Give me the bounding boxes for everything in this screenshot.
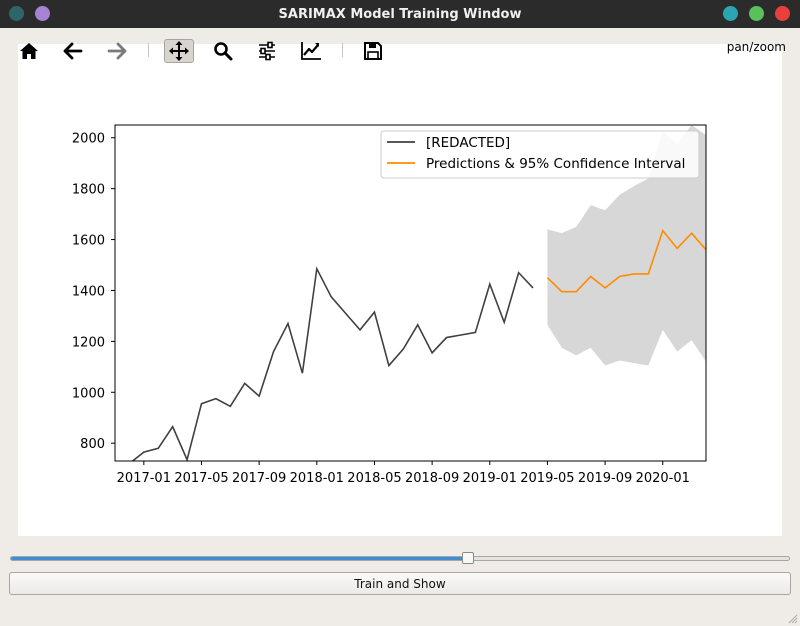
x-tick-label: 2018-05 [347,471,401,486]
y-tick-label: 1800 [72,183,105,198]
x-tick-label: 2019-01 [463,471,517,486]
training-slider-track[interactable] [10,556,790,561]
y-tick-label: 1400 [72,284,105,299]
subplots-button[interactable] [252,39,282,63]
x-tick-label: 2018-01 [290,471,344,486]
x-tick-label: 2017-01 [117,471,171,486]
toolbar-separator [148,43,149,57]
edit-axis-icon [301,42,321,60]
x-tick-label: 2017-05 [174,471,228,486]
legend-label: [REDACTED] [426,135,510,151]
y-tick-label: 2000 [72,132,105,147]
forward-button[interactable] [102,39,132,63]
window-button-green[interactable] [749,6,764,21]
back-button[interactable] [58,39,88,63]
x-tick-label: 2018-09 [405,471,459,486]
legend-label: Predictions & 95% Confidence Interval [426,156,685,172]
y-tick-label: 800 [80,437,105,452]
y-tick-label: 1600 [72,234,105,249]
sarimax-chart[interactable]: 2017-01 2017-05 2017-09 2018-01 2018-05 2018-… [18,44,782,536]
y-tick-label: 1000 [72,386,105,401]
back-arrow-icon [63,42,83,60]
zoom-button[interactable] [208,39,238,63]
confidence-interval-band [547,125,706,366]
forward-arrow-icon [107,42,127,60]
x-tick-label: 2019-09 [578,471,632,486]
x-tick-label: 2019-05 [520,471,574,486]
window-title: SARIMAX Model Training Window [278,7,522,22]
window-dot-purple[interactable] [35,6,50,21]
train-and-show-button[interactable]: Train and Show [9,572,791,595]
save-floppy-icon [364,42,382,60]
prediction-series-line [546,228,706,293]
subplots-sliders-icon [259,41,275,61]
legend-box [380,130,700,179]
resize-grip-icon[interactable] [788,614,798,624]
slider-fill [11,557,469,560]
pan-move-icon [169,41,189,61]
x-tick-label: 2017-09 [232,471,286,486]
title-bar: SARIMAX Model Training Window [0,0,800,28]
save-button[interactable] [358,39,388,63]
y-tick-label: 1200 [72,335,105,350]
edit-axis-button[interactable] [296,39,326,63]
window-dot-dark-teal[interactable] [9,6,24,21]
navigation-toolbar: pan/zoom [0,28,800,72]
x-tick-label: 2020-01 [636,471,690,486]
toolbar-separator [342,43,343,57]
zoom-magnifier-icon [214,42,233,61]
window-button-teal[interactable] [723,6,738,21]
figure-canvas[interactable]: 2017-01 2017-05 2017-09 2018-01 2018-05 2018-… [18,44,782,536]
observed-series-line [131,266,534,461]
slider-handle[interactable] [461,552,474,564]
home-icon [20,43,38,59]
toolbar-mode-label: pan/zoom [726,40,786,54]
axes-frame [114,124,707,462]
home-button[interactable] [14,39,44,63]
pan-button[interactable] [164,39,194,63]
window-button-red[interactable] [775,6,790,21]
